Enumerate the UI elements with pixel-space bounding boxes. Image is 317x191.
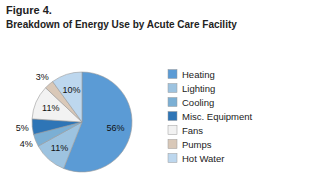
legend-swatch (168, 112, 177, 121)
legend-swatch (168, 84, 177, 93)
data-label: 56% (106, 123, 124, 133)
pie (32, 72, 132, 172)
legend-label: Pumps (182, 139, 212, 150)
legend-label: Cooling (182, 97, 214, 108)
data-label: 3% (36, 72, 49, 82)
data-label: 11% (42, 103, 59, 113)
chart: Figure 4. Breakdown of Energy Use by Acut… (0, 0, 317, 191)
legend-swatch (168, 154, 177, 163)
subtitle: Breakdown of Energy Use by Acute Care Fa… (6, 19, 237, 30)
chart-container: Figure 4. Breakdown of Energy Use by Acut… (0, 0, 317, 191)
data-label: 10% (62, 85, 80, 95)
legend-label: Misc. Equipment (182, 111, 253, 122)
legend: Heating Lighting Cooling Misc. Equipment Fan… (168, 69, 253, 164)
data-label: 5% (16, 123, 29, 133)
legend-label: Heating (182, 69, 215, 80)
legend-swatch (168, 98, 177, 107)
legend-swatch (168, 140, 177, 149)
legend-label: Lighting (182, 83, 215, 94)
data-label: 11% (51, 143, 68, 153)
legend-swatch (168, 126, 177, 135)
pie-slice (53, 72, 82, 122)
legend-swatch (168, 70, 177, 79)
legend-label: Hot Water (182, 153, 224, 164)
legend-label: Fans (182, 125, 203, 136)
data-label: 4% (20, 139, 33, 149)
data-labels: 56% 11% 4% 5% 11% 3% 10% (16, 72, 125, 153)
title: Figure 4. (6, 4, 52, 16)
